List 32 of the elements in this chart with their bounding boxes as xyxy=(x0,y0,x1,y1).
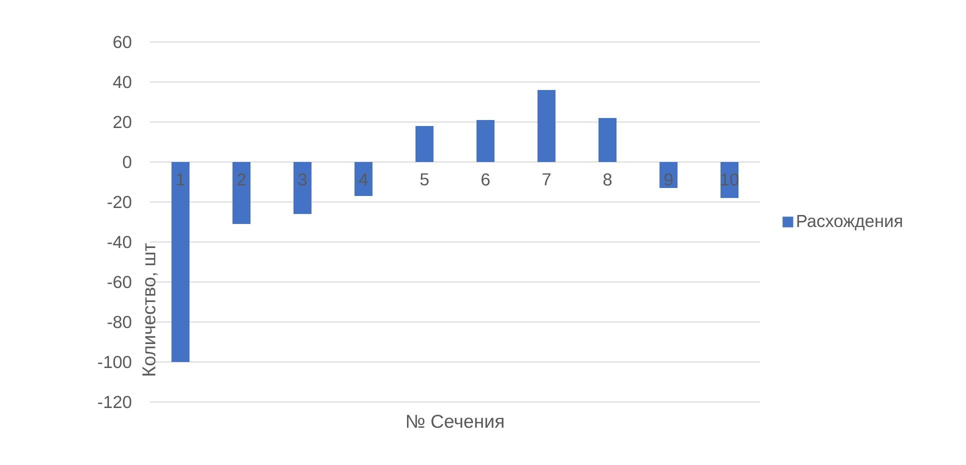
x-tick-label: 3 xyxy=(298,173,307,186)
bar xyxy=(598,118,617,162)
x-tick-label: 8 xyxy=(603,173,612,186)
bar xyxy=(660,162,678,188)
bar xyxy=(538,90,556,162)
y-tick-label: 0 xyxy=(122,156,132,168)
x-tick-label: 5 xyxy=(420,173,429,186)
y-tick-label: -40 xyxy=(108,236,132,248)
x-tick-label: 10 xyxy=(721,173,738,186)
x-tick-label: 4 xyxy=(359,173,368,186)
legend-label: Расхождения xyxy=(797,215,902,230)
y-tick-label: -80 xyxy=(108,316,132,328)
x-tick-label: 7 xyxy=(542,173,550,186)
y-tick-label: -60 xyxy=(108,276,132,288)
bar xyxy=(416,126,434,162)
y-tick-label: -100 xyxy=(98,356,132,368)
y-tick-label: 40 xyxy=(113,76,132,88)
bar xyxy=(232,162,251,224)
y-tick-label: 60 xyxy=(114,36,132,48)
x-tick-label: 2 xyxy=(238,173,246,186)
y-tick-label: -120 xyxy=(98,396,132,408)
x-axis-title: № Сечения xyxy=(407,414,504,428)
x-tick-label: 6 xyxy=(482,173,490,186)
bar xyxy=(294,162,312,214)
bar xyxy=(354,162,373,196)
y-tick-label: 20 xyxy=(114,116,132,128)
x-tick-label: 1 xyxy=(177,173,184,186)
bar xyxy=(476,120,495,162)
bar xyxy=(172,162,190,362)
x-tick-label: 9 xyxy=(664,173,673,186)
y-axis-title: Количество, шт xyxy=(142,243,158,376)
y-tick-label: -20 xyxy=(108,196,132,208)
